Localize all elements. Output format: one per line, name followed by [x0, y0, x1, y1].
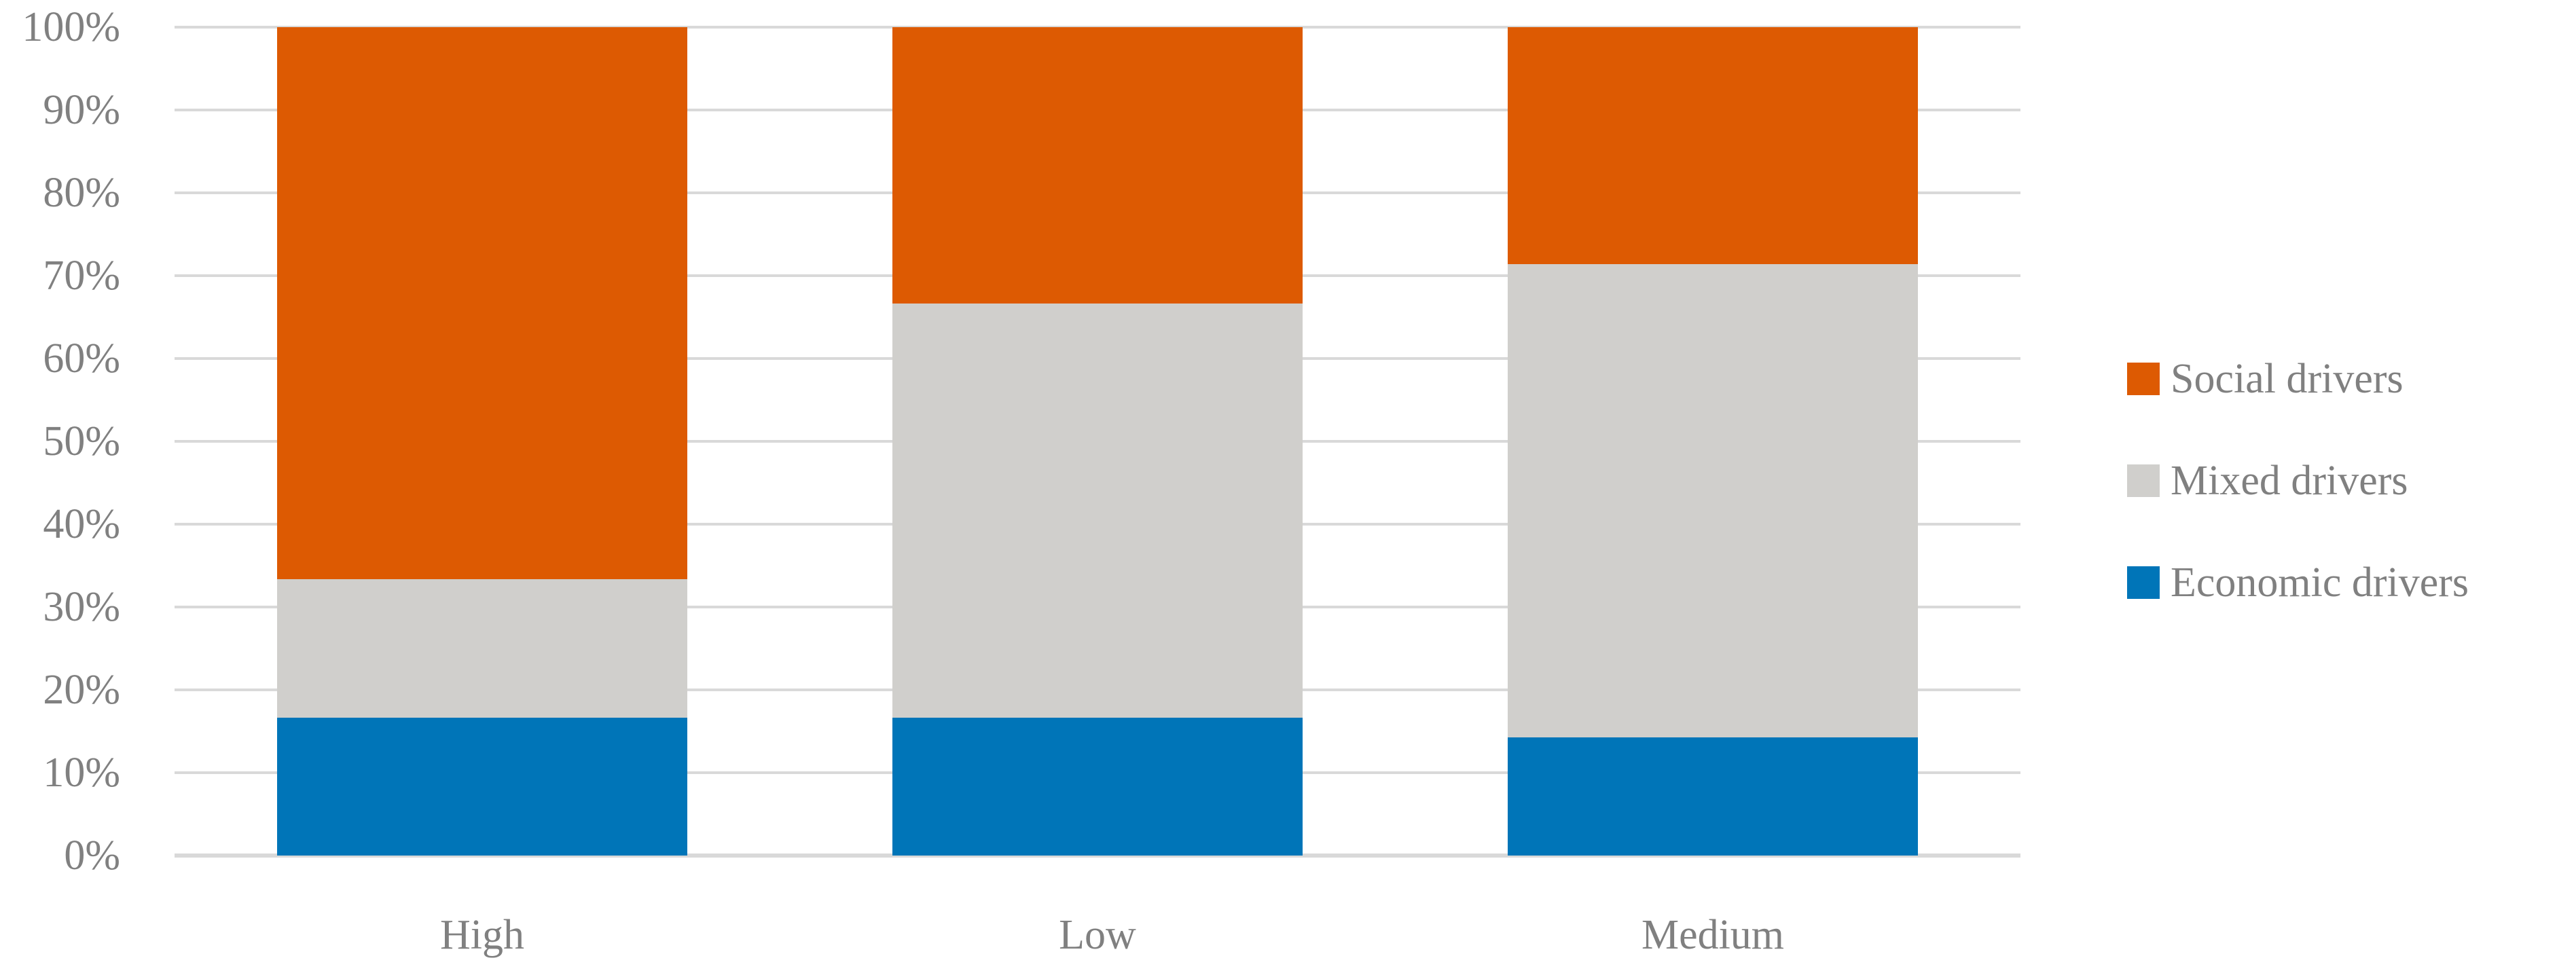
legend-item-social-drivers: Social drivers — [2127, 358, 2403, 400]
y-axis-tick-label-50: 50% — [43, 418, 120, 464]
y-axis-tick-label-100: 100% — [22, 4, 120, 50]
y-axis-tick-label-40: 40% — [43, 501, 120, 547]
y-axis-tick-label-60: 60% — [43, 335, 120, 382]
bar-segment-mixed-drivers-high — [277, 579, 687, 718]
y-axis-tick-label-90: 90% — [43, 87, 120, 133]
x-axis-line — [175, 853, 2020, 858]
legend-swatch-social-drivers — [2127, 363, 2160, 395]
category-label-high: High — [440, 912, 524, 958]
y-axis-tick-label-80: 80% — [43, 170, 120, 216]
y-axis-tick-label-70: 70% — [43, 253, 120, 299]
legend-label-economic-drivers: Economic drivers — [2171, 559, 2469, 606]
legend-swatch-economic-drivers — [2127, 566, 2160, 599]
y-axis-tick-label-20: 20% — [43, 667, 120, 713]
y-axis-tick-label-10: 10% — [43, 750, 120, 796]
gridline-100 — [175, 26, 2020, 29]
legend-item-mixed-drivers: Mixed drivers — [2127, 460, 2408, 502]
legend-label-social-drivers: Social drivers — [2171, 356, 2403, 402]
category-label-low: Low — [1059, 912, 1136, 958]
bar-segment-mixed-drivers-medium — [1508, 263, 1918, 737]
bar-segment-economic-drivers-medium — [1508, 737, 1918, 856]
bar-medium — [1508, 27, 1918, 856]
bar-segment-economic-drivers-high — [277, 717, 687, 856]
legend-swatch-mixed-drivers — [2127, 464, 2160, 497]
legend-label-mixed-drivers: Mixed drivers — [2171, 458, 2408, 504]
bar-segment-social-drivers-medium — [1508, 27, 1918, 264]
bar-segment-economic-drivers-low — [892, 717, 1303, 856]
category-label-medium: Medium — [1641, 912, 1785, 958]
bar-segment-social-drivers-low — [892, 27, 1303, 304]
bar-segment-mixed-drivers-low — [892, 303, 1303, 718]
legend-item-economic-drivers: Economic drivers — [2127, 562, 2469, 604]
y-axis-tick-label-30: 30% — [43, 584, 120, 630]
bar-low — [892, 27, 1303, 856]
bar-segment-social-drivers-high — [277, 27, 687, 580]
bar-high — [277, 27, 687, 856]
y-axis-tick-label-0: 0% — [64, 832, 120, 879]
